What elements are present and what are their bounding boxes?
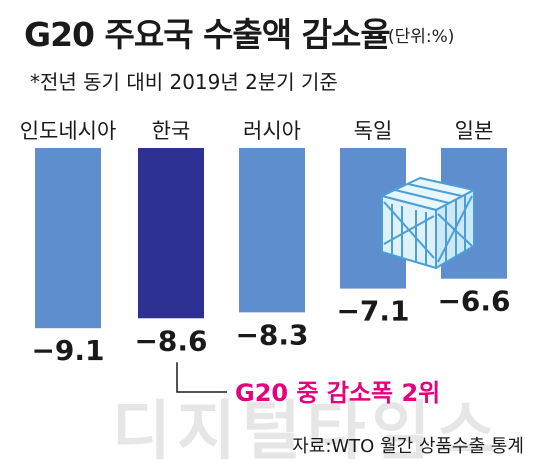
bar-0 bbox=[35, 148, 101, 329]
value-label-2: −8.3 bbox=[235, 318, 308, 351]
chart-subtitle: *전년 동기 대비 2019년 2분기 기준 bbox=[30, 70, 338, 94]
source-note: 자료:WTO 월간 상품수출 통계 bbox=[292, 436, 524, 457]
category-label-1: 한국 bbox=[152, 119, 191, 143]
crate-front-slats bbox=[391, 204, 427, 264]
value-label-0: −9.1 bbox=[31, 334, 104, 367]
value-label-3: −7.1 bbox=[336, 295, 409, 328]
watermark: 디지털타임스 bbox=[112, 395, 502, 469]
category-label-4: 일본 bbox=[455, 119, 494, 143]
bar-2 bbox=[239, 148, 305, 313]
annotation-text: G20 중 감소폭 2위 bbox=[235, 379, 440, 407]
bar-1 bbox=[138, 148, 204, 319]
value-label-4: −6.6 bbox=[437, 285, 510, 318]
cargo-crate-icon bbox=[381, 177, 475, 269]
annotation-leader-line bbox=[176, 362, 227, 393]
category-label-2: 러시아 bbox=[243, 119, 301, 143]
crate-side-brace bbox=[437, 195, 473, 263]
category-label-0: 인도네시아 bbox=[20, 119, 117, 143]
category-label-3: 독일 bbox=[354, 119, 393, 143]
chart-title: G20 주요국 수출액 감소율 bbox=[24, 15, 391, 54]
crate-top-planks bbox=[394, 183, 463, 204]
value-label-1: −8.6 bbox=[134, 324, 207, 357]
crate-front-brace bbox=[383, 201, 435, 259]
unit-label: (단위:%) bbox=[388, 27, 455, 47]
